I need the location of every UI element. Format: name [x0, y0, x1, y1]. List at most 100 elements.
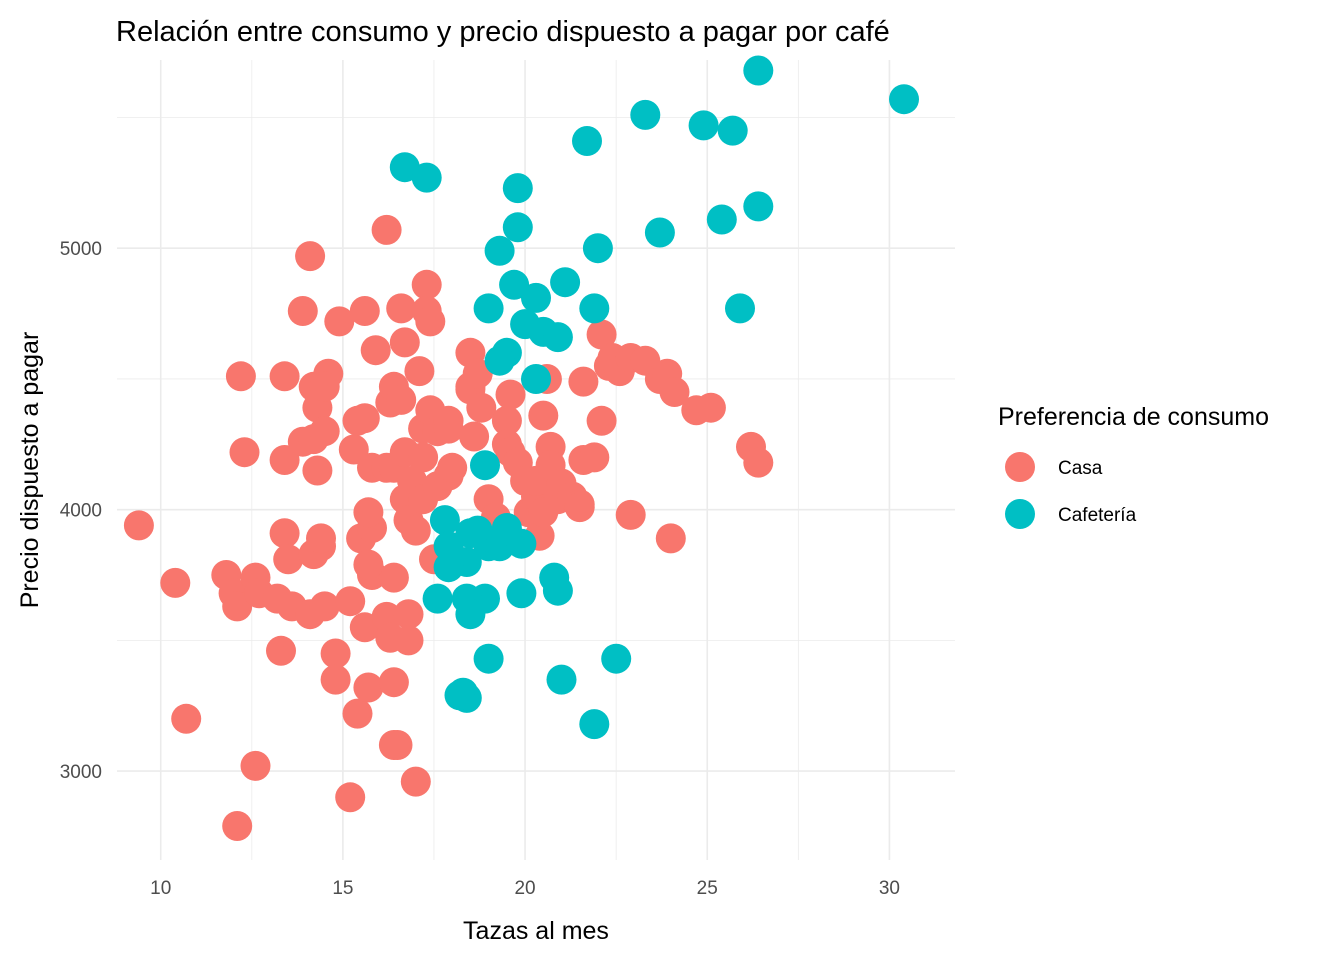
point-casa	[462, 358, 493, 389]
point-casa	[353, 549, 384, 580]
point-cafeteria	[601, 643, 632, 674]
point-cafeteria	[484, 235, 515, 266]
legend-swatch-casa	[1005, 452, 1035, 482]
point-casa	[269, 445, 300, 475]
point-cafeteria	[542, 575, 573, 606]
point-cafeteria	[502, 173, 533, 204]
point-casa	[393, 625, 424, 656]
point-casa	[378, 667, 409, 698]
point-casa	[335, 586, 366, 617]
x-tick-label: 30	[879, 878, 900, 899]
point-cafeteria	[433, 531, 464, 562]
point-cafeteria	[521, 364, 551, 394]
point-casa	[393, 599, 424, 630]
point-casa	[568, 366, 599, 397]
point-casa	[320, 664, 351, 695]
point-casa	[386, 293, 417, 324]
point-cafeteria	[550, 267, 581, 298]
point-cafeteria	[717, 115, 748, 146]
point-casa	[269, 361, 300, 392]
point-casa	[353, 672, 384, 703]
point-casa	[295, 241, 326, 272]
point-casa	[320, 638, 351, 669]
point-cafeteria	[546, 664, 577, 695]
point-casa	[378, 562, 409, 593]
point-cafeteria	[630, 99, 661, 130]
point-casa	[459, 421, 490, 452]
point-cafeteria	[411, 162, 442, 193]
point-cafeteria	[582, 233, 613, 264]
x-tick-label: 25	[697, 878, 718, 899]
point-casa	[266, 635, 296, 666]
y-tick-label: 4000	[60, 501, 102, 522]
point-cafeteria	[499, 269, 530, 300]
point-casa	[273, 544, 304, 575]
point-casa	[564, 492, 595, 523]
points-layer	[123, 55, 919, 841]
point-cafeteria	[455, 599, 486, 630]
point-casa	[287, 296, 318, 326]
point-cafeteria	[572, 126, 602, 156]
point-casa	[269, 518, 300, 549]
point-casa	[579, 442, 610, 473]
point-casa	[382, 730, 413, 760]
x-axis-title: Tazas al mes	[463, 917, 609, 945]
point-casa	[360, 335, 391, 366]
point-casa	[123, 510, 154, 541]
point-casa	[324, 306, 355, 337]
point-casa	[240, 750, 271, 781]
point-cafeteria	[521, 282, 551, 313]
point-casa	[655, 523, 686, 554]
point-casa	[466, 392, 497, 423]
point-casa	[338, 434, 369, 465]
point-casa	[353, 497, 384, 528]
point-cafeteria	[889, 84, 919, 115]
point-cafeteria	[429, 505, 460, 536]
point-casa	[408, 442, 439, 473]
x-tick-label: 20	[514, 878, 535, 899]
point-cafeteria	[455, 518, 486, 549]
point-casa	[371, 214, 402, 245]
point-casa	[225, 361, 256, 392]
point-cafeteria	[506, 578, 537, 609]
point-cafeteria	[484, 345, 515, 376]
legend-swatch-cafeteria	[1005, 499, 1035, 529]
point-cafeteria	[444, 680, 475, 711]
point-cafeteria	[473, 293, 504, 324]
point-cafeteria	[579, 293, 610, 324]
point-casa	[615, 499, 646, 530]
legend-label-cafeteria: Cafetería	[1058, 505, 1137, 526]
point-casa	[433, 413, 464, 444]
point-casa	[400, 515, 431, 546]
legend: Preferencia de consumo Casa Cafetería	[998, 403, 1269, 529]
point-casa	[342, 698, 373, 729]
point-casa	[695, 392, 726, 423]
point-casa	[404, 356, 435, 387]
point-casa	[309, 416, 340, 447]
x-tick-label: 10	[150, 878, 171, 899]
y-axis-title: Precio dispuesto a pagar	[16, 332, 44, 609]
point-casa	[411, 269, 442, 300]
point-casa	[389, 327, 420, 358]
x-tick-label: 15	[332, 878, 353, 899]
point-cafeteria	[422, 583, 453, 614]
point-casa	[309, 591, 340, 622]
point-casa	[309, 371, 340, 402]
x-axis-ticks: 10 15 20 25 30	[150, 878, 900, 899]
point-casa	[495, 379, 526, 410]
point-casa	[386, 384, 417, 415]
point-casa	[160, 567, 191, 598]
point-cafeteria	[706, 204, 737, 235]
point-casa	[743, 447, 774, 478]
point-cafeteria	[542, 322, 573, 353]
point-cafeteria	[644, 217, 675, 248]
point-casa	[491, 405, 522, 436]
chart-title: Relación entre consumo y precio dispuest…	[116, 16, 890, 48]
point-cafeteria	[688, 110, 719, 141]
point-casa	[659, 377, 690, 407]
point-cafeteria	[470, 450, 500, 481]
point-casa	[349, 296, 380, 326]
point-casa	[229, 437, 260, 468]
legend-title: Preferencia de consumo	[998, 403, 1269, 431]
